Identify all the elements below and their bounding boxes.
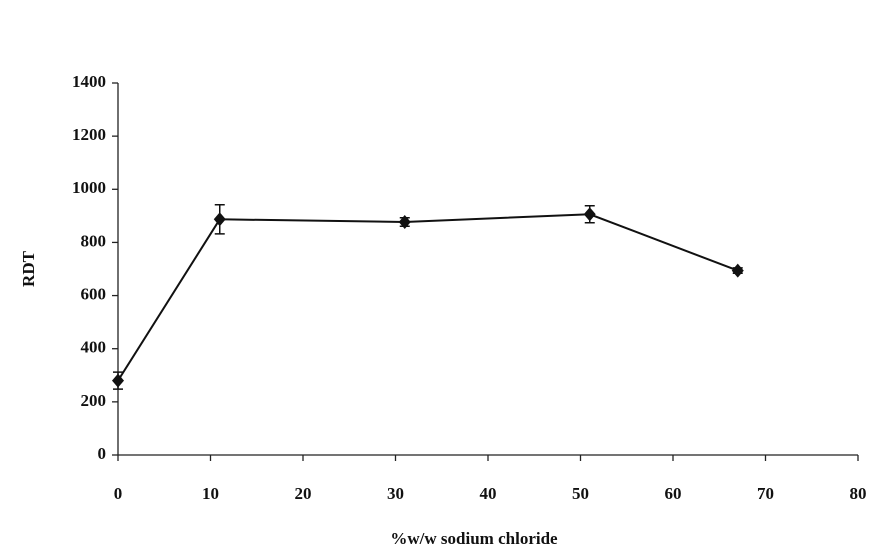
x-tick-label: 50: [572, 484, 589, 503]
y-tick-label: 1200: [72, 125, 106, 144]
marker: [398, 214, 411, 229]
y-tick-label: 600: [81, 284, 107, 303]
marker: [583, 207, 596, 222]
x-tick-label: 70: [757, 484, 774, 503]
y-tick-label: 200: [81, 391, 107, 410]
marker: [731, 263, 744, 278]
marker: [213, 212, 226, 227]
data-line: [117, 213, 739, 382]
x-tick-label: 80: [850, 484, 867, 503]
y-tick-label: 1400: [72, 72, 106, 91]
y-axis-label: RDT: [19, 250, 38, 287]
x-tick-label: 30: [387, 484, 404, 503]
x-tick-label: 60: [665, 484, 682, 503]
y-tick-label: 400: [81, 338, 107, 357]
x-axis-label: %w/w sodium chloride: [390, 529, 558, 548]
y-tick-label: 0: [98, 444, 107, 463]
x-tick-label: 20: [295, 484, 312, 503]
y-tick-label: 800: [81, 231, 107, 250]
x-tick-label: 0: [114, 484, 123, 503]
y-tick-label: 1000: [72, 178, 106, 197]
x-tick-label: 40: [480, 484, 497, 503]
x-tick-label: 10: [202, 484, 219, 503]
marker: [112, 373, 124, 388]
